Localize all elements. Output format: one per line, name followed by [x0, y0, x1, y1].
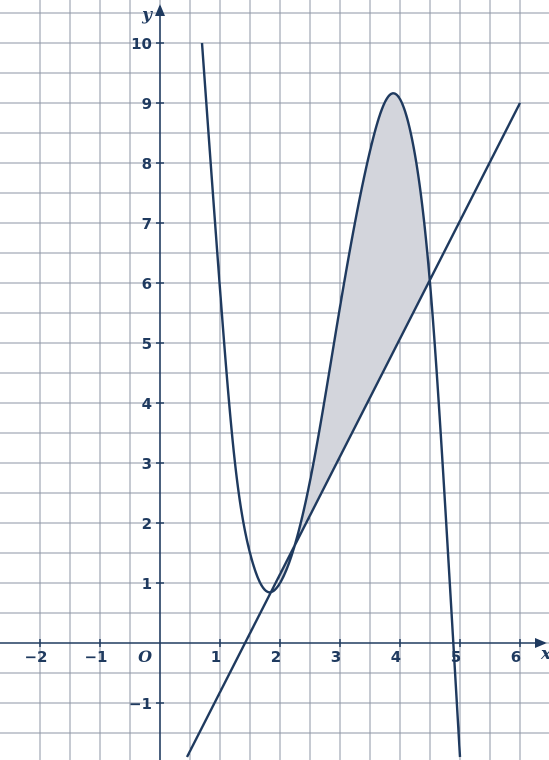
straight-line: [185, 102, 522, 758]
x-axis-arrow: [535, 638, 547, 648]
y-tick-label: 8: [142, 155, 152, 173]
y-tick-label: 4: [142, 395, 152, 413]
axes: [0, 4, 547, 760]
x-axis-label: x: [540, 644, 549, 664]
shaded-region-layer: [280, 93, 430, 583]
y-axis-arrow: [155, 4, 165, 16]
y-tick-label: 1: [142, 575, 152, 593]
x-tick-label: 5: [451, 648, 461, 666]
origin-label: O: [138, 647, 152, 666]
y-axis-label: y: [141, 5, 153, 25]
x-tick-label: −2: [24, 648, 47, 666]
x-tick-label: 3: [331, 648, 341, 666]
x-tick-label: 2: [271, 648, 281, 666]
cubic-curve: [200, 42, 462, 758]
x-tick-label: 1: [211, 648, 221, 666]
y-tick-label: 10: [131, 35, 152, 53]
y-tick-label: 5: [142, 335, 152, 353]
curves: [185, 42, 522, 758]
x-tick-label: 6: [511, 648, 521, 666]
y-tick-label: 9: [142, 95, 152, 113]
shaded-area: [280, 93, 430, 583]
y-tick-label: 6: [142, 275, 152, 293]
x-tick-label: −1: [84, 648, 107, 666]
y-tick-label: 7: [142, 215, 152, 233]
y-tick-label: 2: [142, 515, 152, 533]
labels: −2 −1 1 2 3 4 5 6 −1 1 2 3 4 5 6 7 8 9 10 Ox y: [24, 5, 549, 713]
x-tick-label: 4: [391, 648, 401, 666]
y-tick-label: −1: [129, 695, 152, 713]
y-tick-label: 3: [142, 455, 152, 473]
